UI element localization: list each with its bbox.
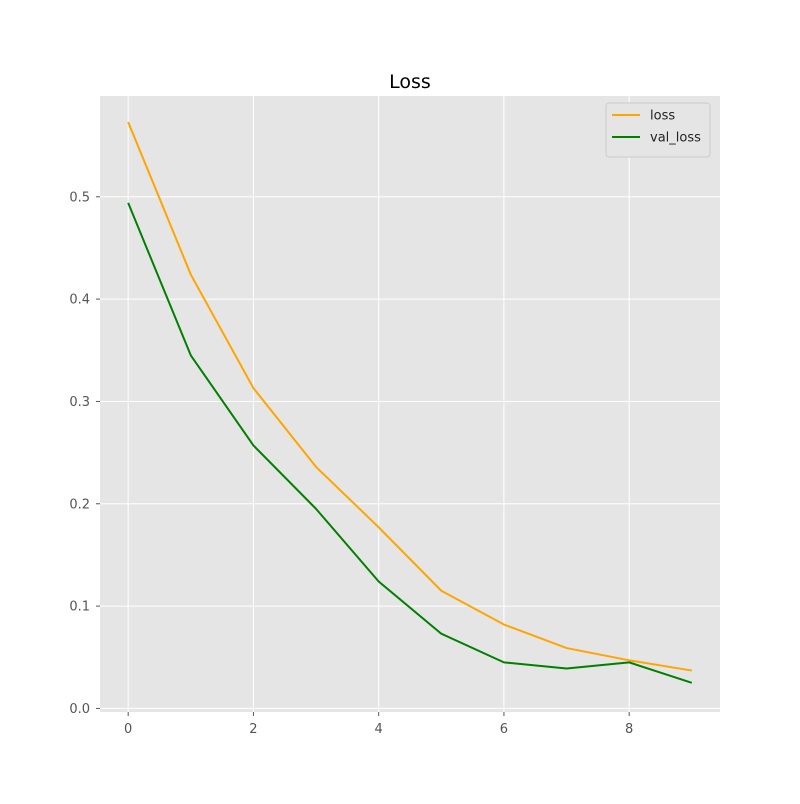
y-tick-label: 0.0: [69, 702, 90, 717]
legend-label: loss: [650, 109, 675, 124]
axis-ticks: 0 2 4 6 8 0.0 0.1 0.2 0.3 0.4 0.5: [69, 190, 633, 737]
x-tick-label: 6: [500, 722, 508, 737]
x-tick-label: 4: [375, 722, 383, 737]
legend: loss val_loss: [605, 102, 711, 158]
y-tick-label: 0.5: [69, 190, 90, 205]
y-tick-label: 0.2: [69, 497, 90, 512]
series-line-loss: [127, 121, 692, 672]
chart-title: Loss: [389, 71, 431, 93]
legend-label: val_loss: [650, 131, 701, 146]
x-tick-label: 8: [625, 722, 633, 737]
series-line-val-loss: [127, 202, 693, 684]
y-tick-label: 0.3: [69, 395, 90, 410]
legend-frame: [605, 102, 711, 158]
grid-lines: [100, 96, 720, 712]
x-tick-label: 2: [249, 722, 257, 737]
y-tick-label: 0.4: [69, 293, 90, 308]
y-tick-label: 0.1: [69, 600, 90, 615]
x-tick-label: 0: [124, 722, 132, 737]
series-lines: [127, 121, 693, 684]
plot-area: [100, 96, 720, 712]
